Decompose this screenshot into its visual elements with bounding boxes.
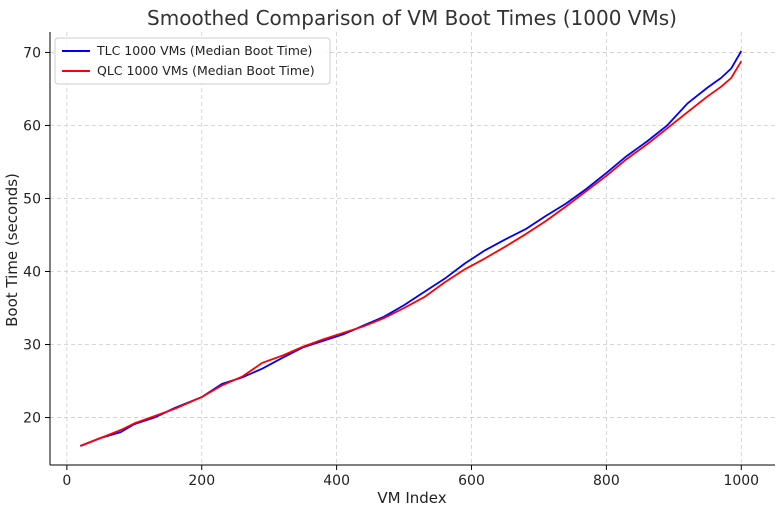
x-tick-label: 800 xyxy=(593,473,620,489)
series-lines xyxy=(79,50,743,447)
y-tick-label: 30 xyxy=(23,338,41,354)
ticks: 0 200 400 600 800 1000 20 30 40 50 60 70 xyxy=(23,45,759,489)
legend-label-tlc: TLC 1000 VMs (Median Boot Time) xyxy=(96,43,312,58)
x-tick-label: 1000 xyxy=(723,473,759,489)
x-tick-label: 600 xyxy=(458,473,485,489)
x-axis-label: VM Index xyxy=(377,489,446,507)
y-axis-label: Boot Time (seconds) xyxy=(3,173,21,327)
qlc-series-line xyxy=(79,60,743,447)
x-tick-label: 200 xyxy=(188,473,215,489)
x-tick-label: 0 xyxy=(62,473,71,489)
x-tick-label: 400 xyxy=(323,473,350,489)
legend-box xyxy=(54,37,331,85)
legend: TLC 1000 VMs (Median Boot Time) QLC 1000… xyxy=(54,37,331,85)
y-tick-label: 50 xyxy=(23,191,41,207)
grid-lines xyxy=(50,32,775,465)
y-tick-label: 40 xyxy=(23,265,41,281)
legend-label-qlc: QLC 1000 VMs (Median Boot Time) xyxy=(97,63,315,78)
y-tick-label: 70 xyxy=(23,45,41,61)
tlc-series-line xyxy=(79,50,743,447)
chart-title: Smoothed Comparison of VM Boot Times (10… xyxy=(147,6,677,30)
axes xyxy=(49,32,775,466)
y-tick-label: 20 xyxy=(23,411,41,427)
y-tick-label: 60 xyxy=(23,118,41,134)
